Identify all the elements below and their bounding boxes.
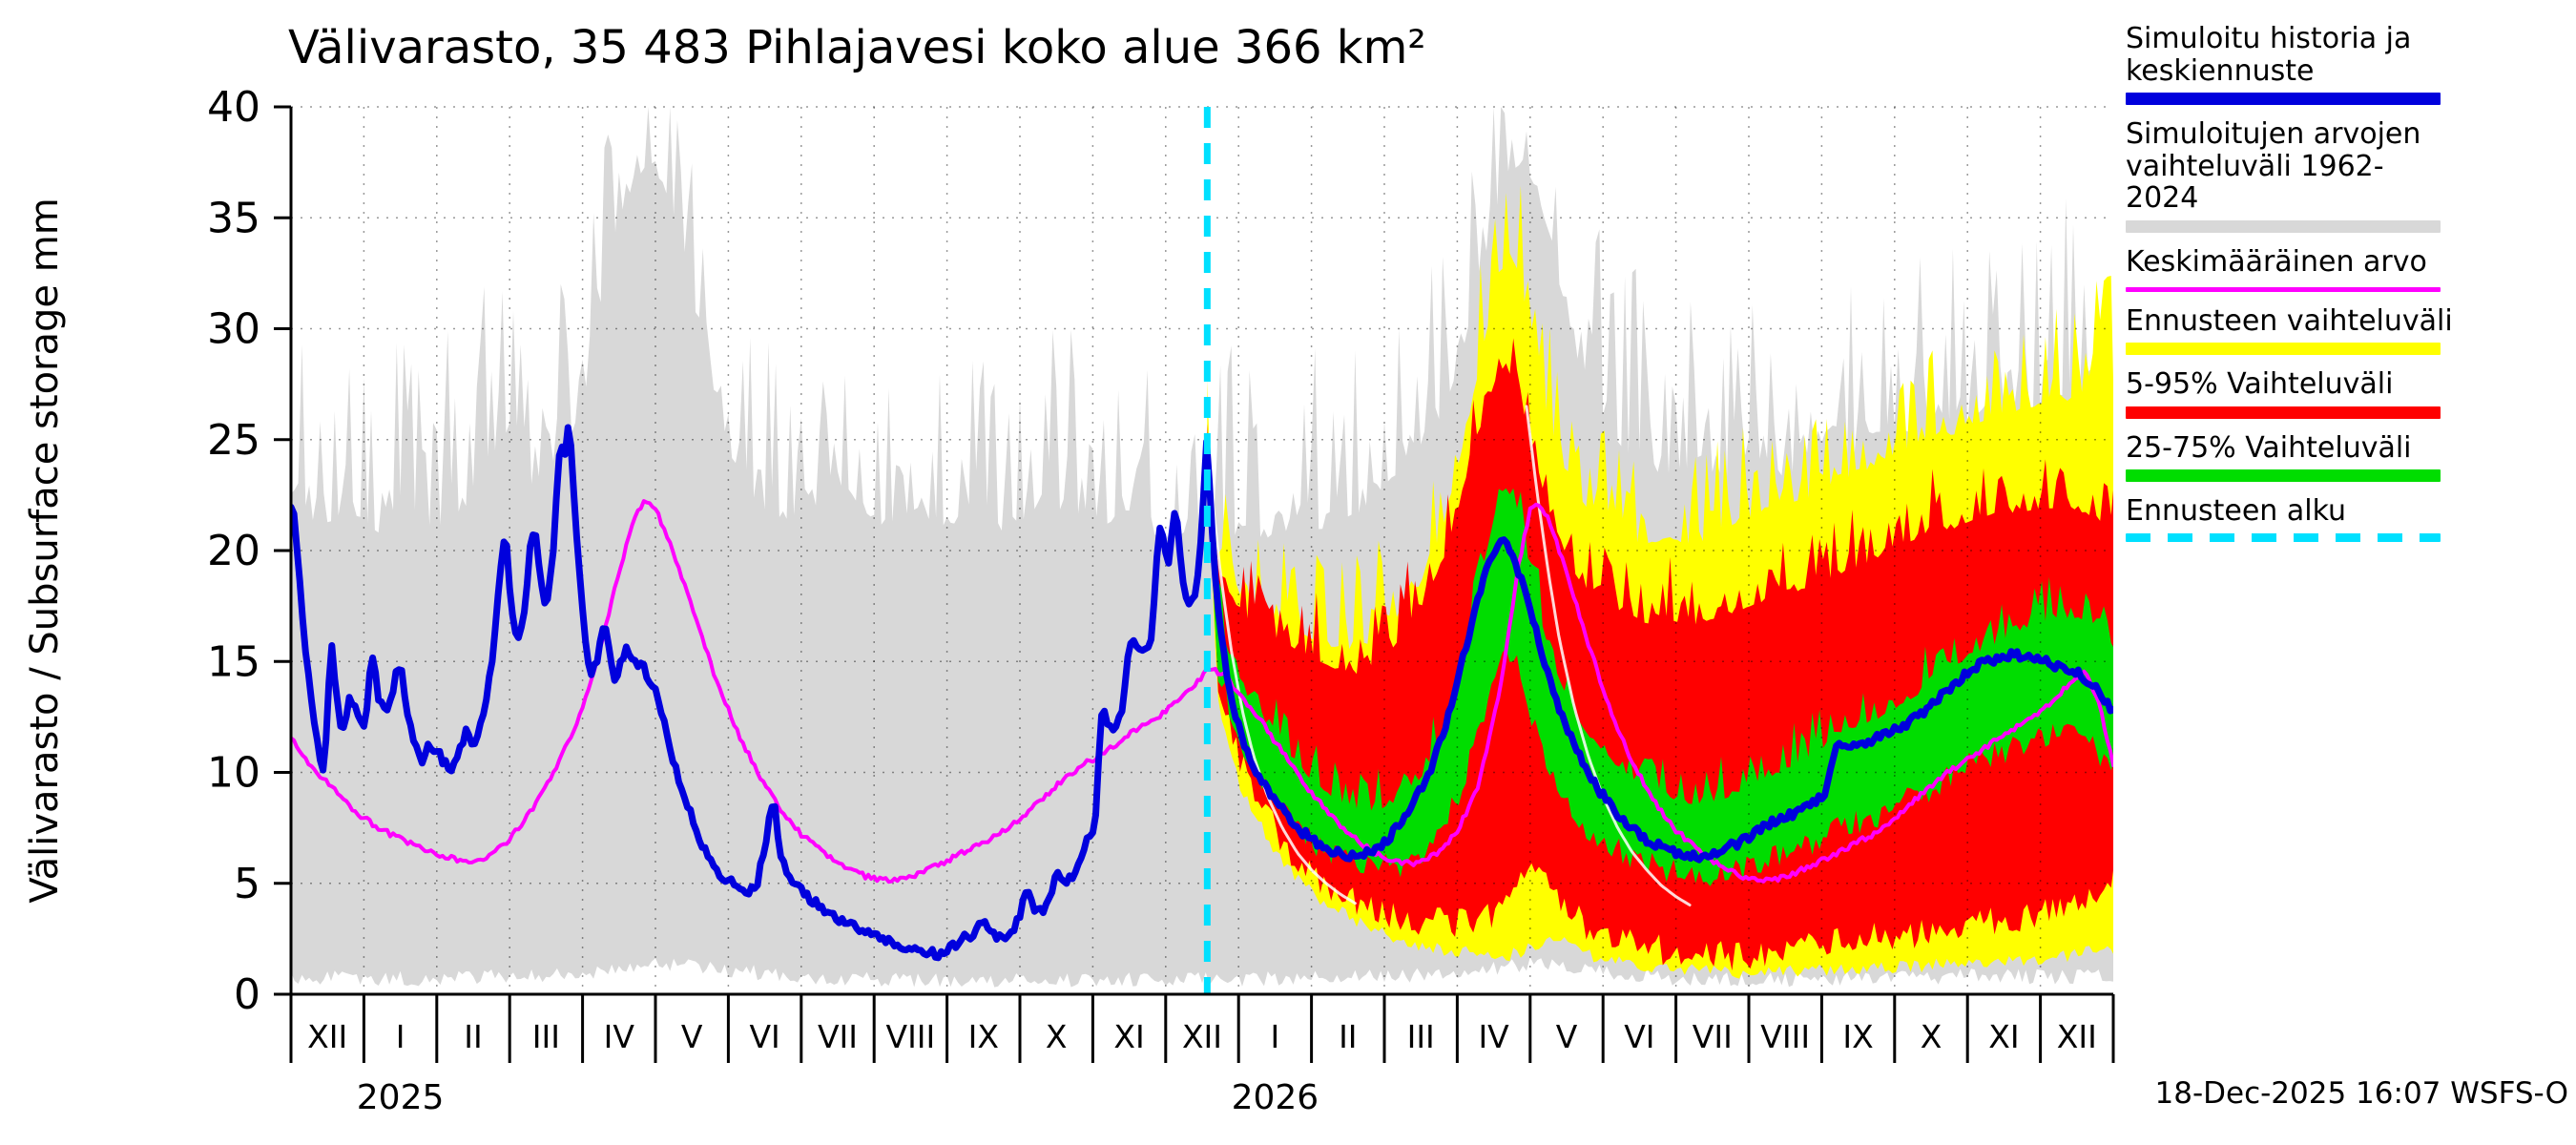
month-label: X [1921, 1018, 1942, 1055]
month-label: VIII [1760, 1018, 1810, 1055]
legend-label: 5-95% Vaihteluväli [2126, 367, 2394, 402]
month-label: XII [1182, 1018, 1222, 1055]
month-label: XI [1988, 1018, 2019, 1055]
month-label: II [464, 1018, 482, 1055]
legend-item: Ennusteen vaihteluväli [2126, 303, 2455, 356]
month-label: V [681, 1018, 703, 1055]
month-label: XII [307, 1018, 347, 1055]
legend-item: 5-95% Vaihteluväli [2126, 368, 2455, 419]
month-label: VI [1624, 1018, 1654, 1055]
month-label: VI [749, 1018, 779, 1055]
month-label: IV [1478, 1018, 1509, 1055]
legend-color-bar [2126, 219, 2441, 233]
legend-item: Simuloitu historia ja keskiennuste [2126, 22, 2455, 106]
month-label: VII [818, 1018, 858, 1055]
legend-label: Simuloitu historia ja keskiennuste [2126, 22, 2412, 88]
month-label: III [1407, 1018, 1435, 1055]
legend-color-bar [2126, 469, 2441, 483]
legend-color-bar [2126, 532, 2441, 542]
y-tick-label: 5 [234, 860, 260, 908]
month-label: XI [1113, 1018, 1144, 1055]
month-label: VIII [886, 1018, 936, 1055]
legend-color-bar [2126, 406, 2441, 419]
month-label: IV [604, 1018, 635, 1055]
y-tick-label: 15 [207, 637, 260, 686]
legend-label: 25-75% Vaihteluväli [2126, 430, 2412, 465]
y-axis-title: Välivarasto / Subsurface storage mm [23, 198, 67, 903]
month-label: IX [1842, 1018, 1873, 1055]
legend-label: Ennusteen alku [2126, 494, 2347, 529]
y-tick-label: 35 [207, 194, 260, 242]
month-label: I [1271, 1018, 1280, 1055]
legend: Simuloitu historia ja keskiennuste Simulo… [2126, 23, 2455, 555]
month-label: X [1046, 1018, 1068, 1055]
legend-item: Keskimääräinen arvo [2126, 246, 2455, 292]
y-tick-label: 30 [207, 305, 260, 354]
legend-item: Simuloitujen arvojen vaihteluväli 1962-2… [2126, 118, 2455, 233]
month-label: V [1556, 1018, 1578, 1055]
month-label: VII [1693, 1018, 1733, 1055]
legend-label: Ennusteen vaihteluväli [2126, 303, 2453, 338]
recession-curve-1 [1209, 482, 1357, 906]
legend-label: Keskimääräinen arvo [2126, 244, 2427, 279]
legend-color-bar [2126, 286, 2441, 292]
page-title: Välivarasto, 35 483 Pihlajavesi koko alu… [288, 21, 1426, 74]
year-label: 2026 [1232, 1078, 1319, 1117]
recession-curve-2 [1525, 405, 1692, 906]
legend-color-bar [2126, 343, 2441, 356]
month-label: III [532, 1018, 560, 1055]
legend-label: Simuloitujen arvojen vaihteluväli 1962-2… [2126, 117, 2421, 216]
y-tick-label: 20 [207, 527, 260, 575]
y-tick-label: 10 [207, 749, 260, 798]
year-label: 2025 [357, 1078, 445, 1117]
legend-item: Ennusteen alku [2126, 495, 2455, 542]
sim-history-and-mean-forecast [291, 424, 2113, 962]
y-tick-label: 25 [207, 416, 260, 465]
timestamp-label: 18-Dec-2025 16:07 WSFS-O [2154, 1076, 2569, 1111]
month-label: II [1339, 1018, 1357, 1055]
month-label: I [396, 1018, 405, 1055]
y-tick-label: 40 [207, 83, 260, 132]
y-tick-label: 0 [234, 970, 260, 1019]
legend-item: 25-75% Vaihteluväli [2126, 432, 2455, 483]
legend-color-bar [2126, 93, 2441, 106]
month-label: IX [968, 1018, 999, 1055]
month-label: XII [2057, 1018, 2097, 1055]
